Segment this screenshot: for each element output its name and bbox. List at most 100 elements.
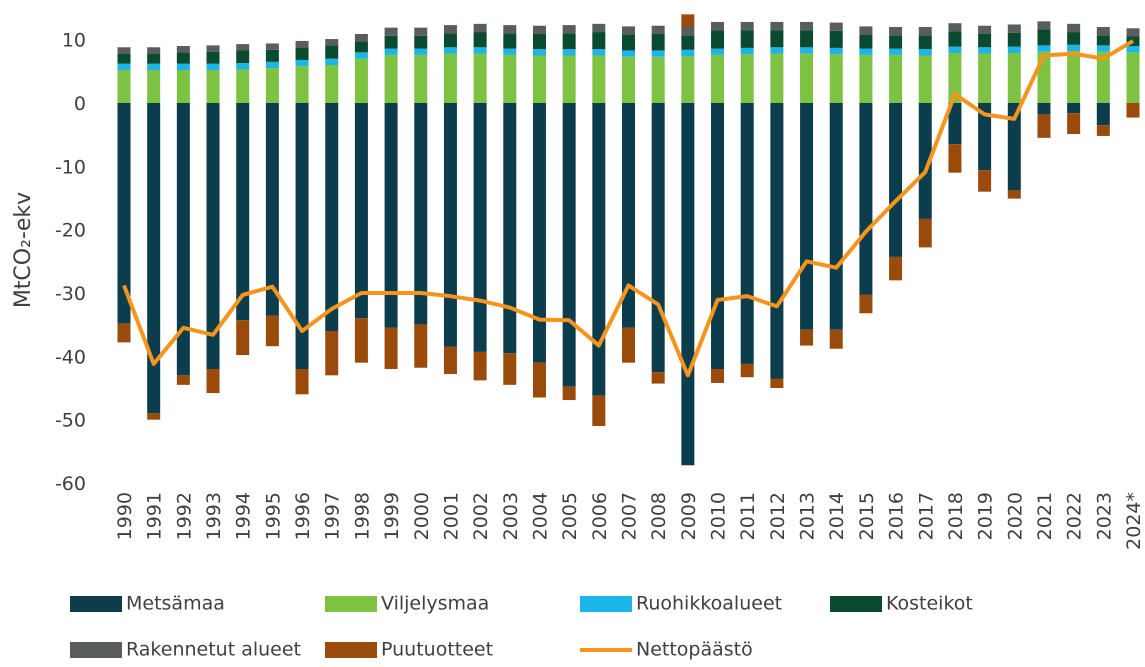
bar-segment [770,30,784,48]
x-tick-label: 2011 [737,492,759,540]
bar-segment [889,103,903,257]
bar-segment [414,103,428,325]
bar-segment [443,103,457,347]
bar-segment [265,315,279,347]
bar-segment [1067,103,1081,114]
x-tick-label: 1996 [292,492,314,540]
bar-segment [740,47,754,55]
bar-segment [622,26,635,35]
bar-segment [1067,44,1081,52]
bar-segment [800,329,814,346]
bar-segment [265,49,279,62]
bar-segment [1007,32,1021,47]
bar-segment [117,63,131,71]
bar-segment [1037,29,1051,46]
bar-segment [948,52,962,104]
x-tick-label: 2008 [648,492,670,540]
bar-segment [354,318,368,363]
x-tick-label: 2005 [559,492,581,540]
bar-segment [117,103,131,324]
bar-segment [295,369,309,395]
bar-segment [859,48,873,55]
x-tick-label: 2014 [826,492,848,540]
bar-segment [651,33,665,51]
bar-segment [800,53,814,104]
bar-segment [622,103,635,328]
bar-segment [532,103,546,363]
bar-segment [473,32,487,48]
bar-segment [978,33,992,48]
bar-segment [473,23,487,33]
bar-segment [384,54,398,104]
bar-segment [681,27,695,36]
x-tick-label: 2010 [708,492,730,540]
bar-segment [592,395,606,427]
legend-swatch [830,596,882,612]
bar-segment [325,331,339,376]
x-tick-label: 2013 [797,492,819,540]
y-tick-label: 10 [62,30,86,52]
bar-segment [651,372,665,384]
legend-label: Nettopäästö [636,639,753,661]
bar-segment [176,70,190,104]
y-tick-label: -20 [55,220,86,242]
x-tick-label: 2006 [589,492,611,540]
x-tick-label: 2016 [886,492,908,540]
bar-segment [918,55,932,104]
bar-segment [295,59,309,67]
bar-segment [384,103,398,328]
bar-segment [978,170,992,192]
bar-segment [206,45,220,52]
bar-segment [147,413,161,420]
y-tick-label: 0 [74,93,86,115]
bar-segment [622,56,635,104]
bar-segment [829,30,843,48]
bar-segment [117,53,131,64]
bar-segment [651,25,665,34]
bar-segment [859,34,873,49]
x-tick-label: 2023 [1093,492,1115,540]
bar-segment [1037,114,1051,138]
bar-segment [889,256,903,281]
bar-segment [651,56,665,104]
bar-segment [176,46,190,53]
bar-segment [147,63,161,71]
bar-segment [711,48,725,55]
bar-segment [948,144,962,173]
x-tick-label: 1999 [381,492,403,540]
bar-segment [414,48,428,55]
legend-swatch [70,596,122,612]
bar-segment [592,32,606,50]
bar-segment [1067,51,1081,104]
bar-segment [681,56,695,104]
bar-segment [770,378,784,389]
bar-segment [800,103,814,330]
bar-segment [681,103,695,466]
bar-segment [829,54,843,104]
bar-segment [1126,52,1140,104]
bar-segment [206,51,220,64]
bar-segment [384,48,398,55]
x-tick-label: 1993 [203,492,225,540]
bar-segment [236,44,250,51]
bar-segment [1037,21,1051,30]
bar-segment [562,49,576,56]
legend-swatch [580,596,632,612]
bar-segment [562,25,576,34]
bar-segment [918,27,932,36]
legend-label: Rakennetut alueet [126,639,301,661]
bar-segment [711,54,725,104]
x-tick-label: 2018 [945,492,967,540]
y-axis-label: MtCO₂-ekv [11,192,36,308]
bar-segment [295,47,309,60]
x-tick-label: 2007 [619,492,641,540]
bar-segment [948,103,962,145]
bar-segment [443,25,457,34]
bar-segment [681,35,695,50]
bar-segment [354,33,368,42]
bar-segment [206,63,220,71]
bar-segment [592,23,606,33]
bar-segment [384,27,398,36]
bar-segment [176,52,190,64]
